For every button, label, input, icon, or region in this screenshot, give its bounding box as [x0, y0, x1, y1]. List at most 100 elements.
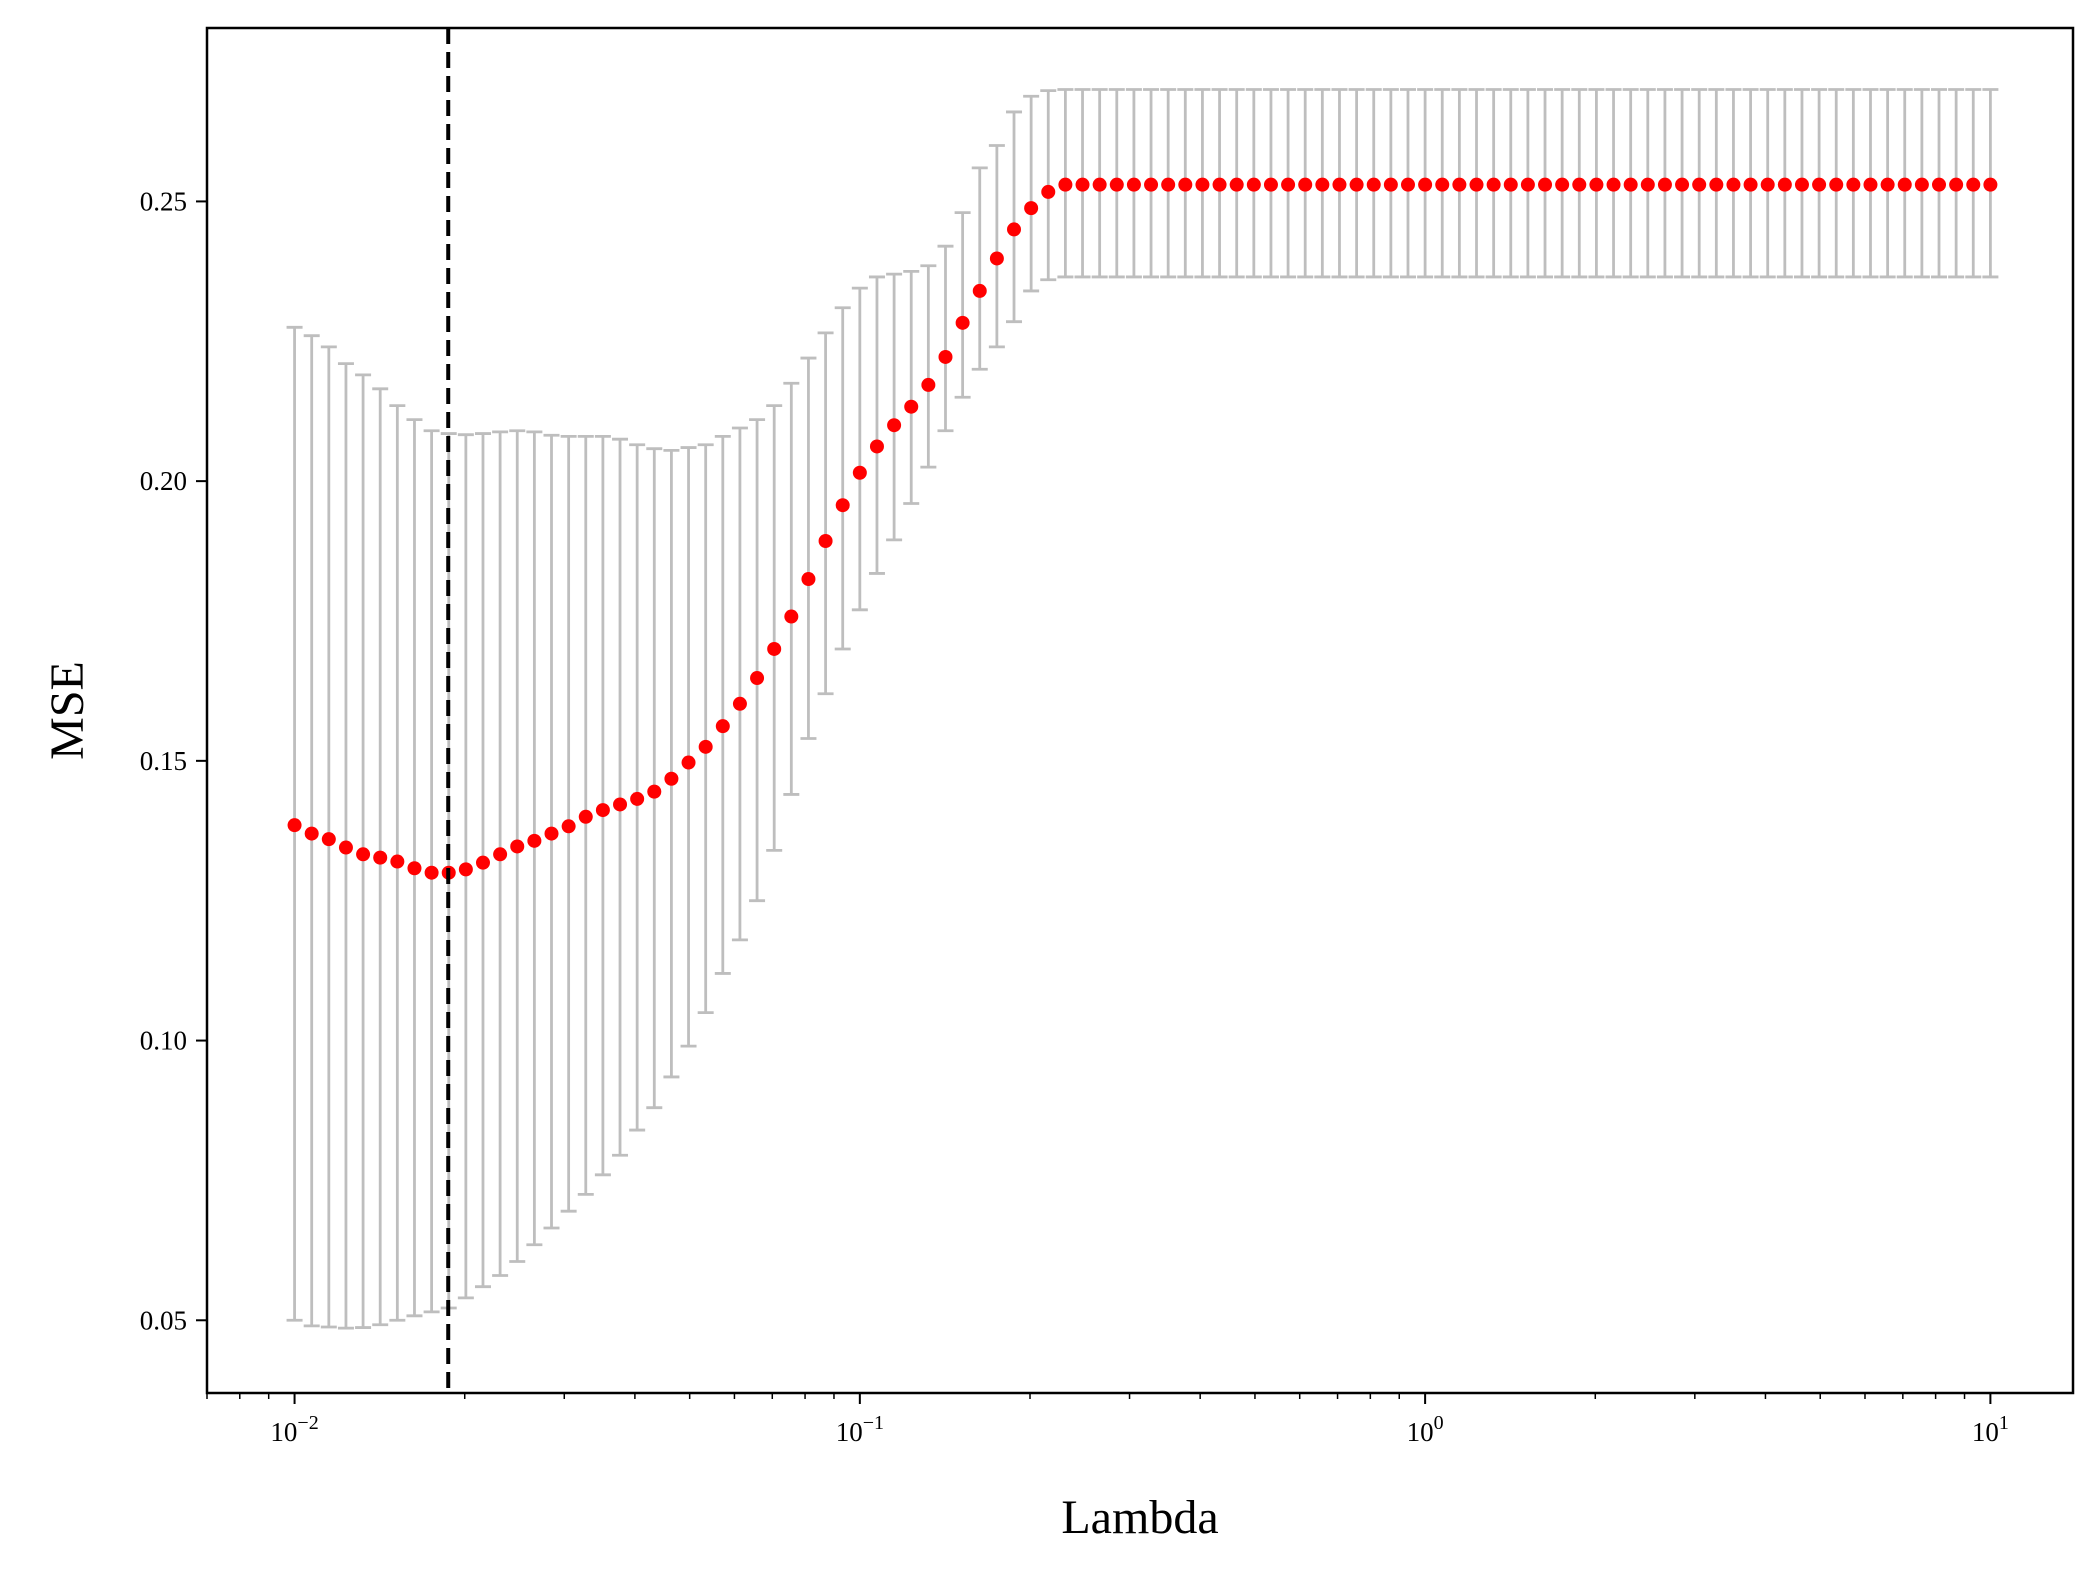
mse-point	[715, 719, 730, 734]
x-tick-label: 100	[1407, 1412, 1444, 1447]
y-axis-label: MSE	[41, 661, 94, 760]
mse-point	[972, 283, 987, 298]
mse-point	[1623, 177, 1638, 192]
x-axis-ticks: 10−2 10−1 100 101	[206, 1393, 2009, 1447]
mse-point	[390, 854, 405, 869]
mse-point	[1109, 177, 1124, 192]
mse-point	[595, 803, 610, 818]
y-axis-ticks: 0.05 0.10 0.15 0.20 0.25	[140, 186, 207, 1335]
mse-point	[1846, 177, 1861, 192]
mse-point	[1435, 177, 1450, 192]
mse-point	[1075, 177, 1090, 192]
mse-point	[407, 861, 422, 876]
mse-point	[338, 840, 353, 855]
mse-points	[287, 177, 1998, 880]
mse-point	[356, 847, 371, 862]
x-tick-label: 10−1	[836, 1412, 884, 1447]
y-tick-label: 0.05	[140, 1305, 187, 1335]
mse-point	[1263, 177, 1278, 192]
mse-point	[1041, 184, 1056, 199]
mse-point	[852, 465, 867, 480]
mse-point	[1572, 177, 1587, 192]
mse-point	[1195, 177, 1210, 192]
mse-point	[801, 572, 816, 587]
mse-point	[510, 839, 525, 854]
mse-point	[321, 832, 336, 847]
mse-point	[1983, 177, 1998, 192]
mse-point	[373, 850, 388, 865]
mse-point	[1640, 177, 1655, 192]
mse-point	[1692, 177, 1707, 192]
mse-point	[921, 377, 936, 392]
mse-point	[475, 855, 490, 870]
mse-point	[1452, 177, 1467, 192]
x-tick-label: 10−2	[270, 1412, 318, 1447]
mse-point	[1743, 177, 1758, 192]
mse-point	[561, 819, 576, 834]
mse-point	[835, 498, 850, 513]
mse-point	[1332, 177, 1347, 192]
mse-point	[938, 349, 953, 364]
mse-point	[1777, 177, 1792, 192]
mse-point	[1486, 177, 1501, 192]
mse-point	[681, 755, 696, 770]
x-tick-label: 101	[1972, 1412, 2009, 1447]
mse-point	[1229, 177, 1244, 192]
mse-point	[784, 609, 799, 624]
mse-point	[869, 439, 884, 454]
mse-point	[287, 818, 302, 833]
mse-point	[698, 739, 713, 754]
mse-point	[647, 784, 662, 799]
mse-point	[750, 671, 765, 686]
mse-point	[1606, 177, 1621, 192]
mse-point	[904, 399, 919, 414]
mse-point	[1161, 177, 1176, 192]
mse-point	[1538, 177, 1553, 192]
y-tick-label: 0.25	[140, 186, 187, 216]
mse-point	[630, 791, 645, 806]
mse-point	[1144, 177, 1159, 192]
mse-point	[1794, 177, 1809, 192]
mse-point	[527, 833, 542, 848]
mse-point	[767, 641, 782, 656]
mse-point	[1383, 177, 1398, 192]
mse-point	[1709, 177, 1724, 192]
mse-point	[955, 315, 970, 330]
mse-point	[1829, 177, 1844, 192]
y-tick-label: 0.15	[140, 746, 187, 776]
mse-point	[1949, 177, 1964, 192]
mse-point	[1812, 177, 1827, 192]
mse-point	[1126, 177, 1141, 192]
mse-point	[493, 847, 508, 862]
mse-point	[1932, 177, 1947, 192]
mse-point	[1880, 177, 1895, 192]
mse-point	[578, 809, 593, 824]
mse-point	[1863, 177, 1878, 192]
mse-point	[1657, 177, 1672, 192]
mse-point	[1298, 177, 1313, 192]
mse-point	[1589, 177, 1604, 192]
mse-point	[1058, 177, 1073, 192]
mse-point	[1349, 177, 1364, 192]
mse-point	[887, 418, 902, 433]
mse-point	[818, 533, 833, 548]
mse-point	[304, 826, 319, 841]
mse-point	[1760, 177, 1775, 192]
mse-point	[1315, 177, 1330, 192]
mse-point	[544, 826, 559, 841]
mse-point	[424, 865, 439, 880]
mse-point	[1726, 177, 1741, 192]
mse-point	[458, 862, 473, 877]
mse-point	[732, 696, 747, 711]
mse-point	[1675, 177, 1690, 192]
mse-point	[1024, 201, 1039, 216]
mse-point	[1418, 177, 1433, 192]
mse-point	[1246, 177, 1261, 192]
mse-point	[1366, 177, 1381, 192]
mse-point	[1469, 177, 1484, 192]
mse-point	[1897, 177, 1912, 192]
y-tick-label: 0.10	[140, 1026, 187, 1056]
y-tick-label: 0.20	[140, 466, 187, 496]
mse-point	[1092, 177, 1107, 192]
